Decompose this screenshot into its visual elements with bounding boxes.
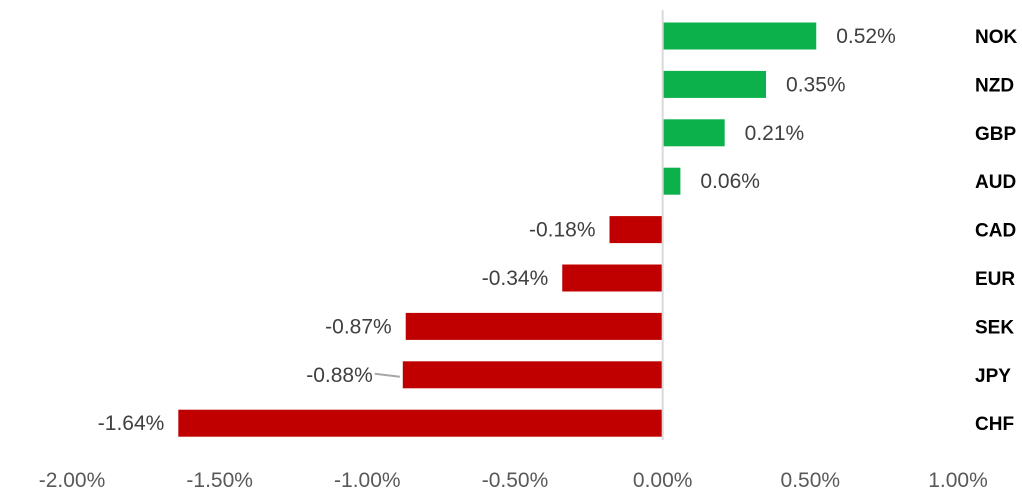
category-label-sek: SEK [975,317,1014,338]
x-tick-label: 0.00% [633,469,693,492]
category-label-chf: CHF [975,414,1014,435]
labels-layer: 0.52% 0.35% 0.21% 0.06% -0.18% -0.34% -0.87% -0… [98,25,896,435]
data-label-nok: 0.52% [836,25,896,48]
bar-eur [562,264,663,292]
data-label-sek: -0.87% [325,315,392,338]
data-label-jpy: -0.88% [306,364,373,387]
bar-cad [609,216,663,244]
data-label-gbp: 0.21% [745,122,805,145]
bar-aud [662,167,681,195]
category-label-cad: CAD [975,221,1016,242]
x-tick-label: 0.50% [781,469,841,492]
data-label-chf: -1.64% [98,412,165,435]
leader-line-jpy [374,372,400,378]
x-axis-ticks: -2.00% -1.50% -1.00% -0.50% 0.00% 0.50% 1.00% [39,469,988,492]
category-label-eur: EUR [975,269,1015,290]
category-label-nzd: NZD [975,75,1014,96]
bar-jpy [402,361,663,389]
x-tick-label: -1.50% [186,469,253,492]
data-label-cad: -0.18% [529,219,596,242]
bar-nzd [662,70,767,98]
x-tick-label: 1.00% [928,469,988,492]
x-tick-label: -1.00% [334,469,401,492]
bar-sek [405,312,663,340]
bar-chf [178,409,663,437]
bar-nok [662,22,817,50]
data-label-nzd: 0.35% [786,73,846,96]
x-tick-label: -0.50% [482,469,549,492]
category-label-aud: AUD [975,172,1016,193]
category-label-nok: NOK [975,27,1018,48]
category-label-gbp: GBP [975,124,1017,145]
bars-layer [178,22,817,437]
bar-gbp [662,119,725,147]
category-labels: NOK NZD GBP AUD CAD EUR SEK JPY CHF [975,27,1018,435]
category-label-jpy: JPY [975,366,1011,387]
x-tick-label: -2.00% [39,469,106,492]
data-label-aud: 0.06% [700,170,760,193]
data-label-eur: -0.34% [482,267,549,290]
